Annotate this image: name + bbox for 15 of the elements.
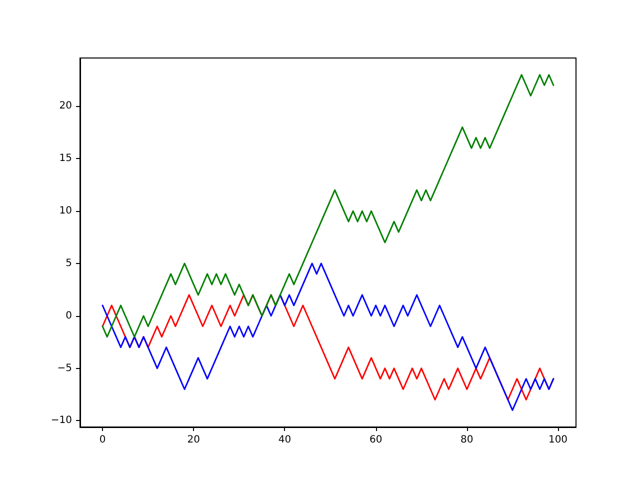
x-tick-label: 40	[278, 434, 292, 446]
y-tick-label: 0	[66, 310, 72, 322]
line-series	[102, 262, 554, 411]
y-tick-label: −10	[50, 415, 72, 426]
y-tick-label: 5	[66, 258, 72, 269]
x-tick-label: 80	[460, 434, 474, 446]
line-series	[102, 74, 554, 338]
y-tick-label: 10	[59, 206, 72, 217]
y-tick-label: 15	[59, 153, 72, 164]
x-tick-label: 0	[99, 434, 106, 446]
x-tick-label: 20	[187, 434, 200, 446]
x-tick-label: 100	[548, 434, 568, 446]
x-tick-label: 60	[369, 434, 382, 446]
y-tick-label: −5	[57, 362, 72, 374]
y-tick-label: 20	[59, 100, 72, 112]
